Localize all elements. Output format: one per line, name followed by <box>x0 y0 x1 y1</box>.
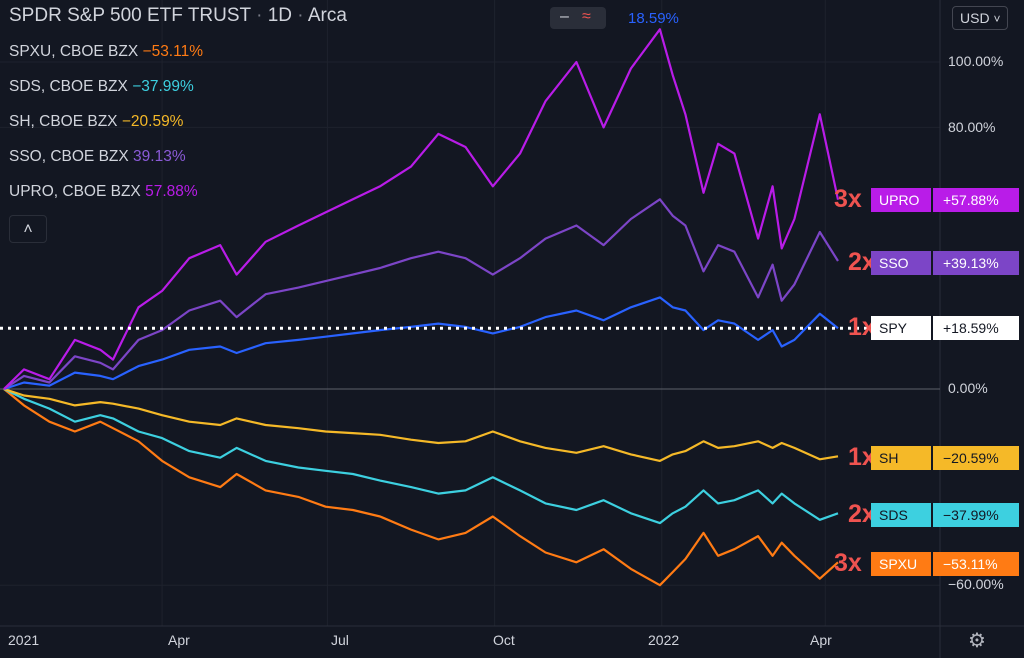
legend-value: −20.59% <box>121 113 184 130</box>
series-line-sds <box>3 388 839 525</box>
legend-item-sds[interactable]: SDS, CBOE BZX −37.99% <box>9 78 194 96</box>
legend-name: SSO, CBOE BZX <box>9 148 129 165</box>
legend-value: −53.11% <box>142 43 203 60</box>
multiplier-label: 3x <box>834 185 862 213</box>
exchange-label: Arca <box>307 5 347 26</box>
legend-name: SPXU, CBOE BZX <box>9 43 139 60</box>
chart-header: SPDR S&P 500 ETF TRUST · 1D · Arca <box>9 5 347 27</box>
series-line-spy <box>3 296 839 391</box>
legend-item-spxu[interactable]: SPXU, CBOE BZX −53.11% <box>9 43 203 61</box>
x-tick-label: Apr <box>810 632 832 648</box>
legend-value: 57.88% <box>145 183 198 200</box>
currency-label: USD <box>960 10 990 26</box>
badge-name: SPY <box>871 316 931 340</box>
x-tick-label: Jul <box>331 632 349 648</box>
y-tick-label: 80.00% <box>948 119 996 135</box>
legend-item-upro[interactable]: UPRO, CBOE BZX 57.88% <box>9 183 198 201</box>
series-line-sh <box>3 387 839 462</box>
x-tick-label: 2021 <box>8 632 40 648</box>
series-line-sso <box>3 198 839 390</box>
header-separator: · <box>256 5 263 26</box>
badge-name: SDS <box>871 503 931 527</box>
chevron-down-icon: ˅ <box>993 12 1001 26</box>
series-line-upro <box>3 28 840 390</box>
y-tick-label: 0.00% <box>948 380 988 396</box>
badge-name: UPRO <box>871 188 931 212</box>
x-tick-label: 2022 <box>648 632 680 648</box>
currency-select[interactable]: USD ˅ <box>952 6 1008 30</box>
series-line-spxu <box>3 388 839 587</box>
multiplier-label: 3x <box>834 549 862 577</box>
badge-value: +57.88% <box>933 188 1019 212</box>
chevron-up-icon: ˄ <box>23 221 33 238</box>
legend-value: 39.13% <box>133 148 186 165</box>
legend-name: SDS, CBOE BZX <box>9 78 128 95</box>
header-separator: · <box>297 5 304 26</box>
gear-icon[interactable]: ⚙ <box>968 630 986 652</box>
legend-item-sso[interactable]: SSO, CBOE BZX 39.13% <box>9 148 186 166</box>
legend-value: −37.99% <box>132 78 194 95</box>
y-tick-label: −60.00% <box>948 576 1004 592</box>
symbol-title[interactable]: SPDR S&P 500 ETF TRUST <box>9 5 251 26</box>
minus-icon[interactable]: – <box>560 8 569 25</box>
interval-label[interactable]: 1D <box>267 5 292 26</box>
top-value-label: 18.59% <box>628 10 679 27</box>
x-tick-label: Oct <box>493 632 515 648</box>
legend-name: UPRO, CBOE BZX <box>9 183 141 200</box>
badge-name: SH <box>871 446 931 470</box>
badge-value: −53.11% <box>933 552 1019 576</box>
badge-value: +39.13% <box>933 251 1019 275</box>
legend-item-sh[interactable]: SH, CBOE BZX −20.59% <box>9 113 183 131</box>
y-tick-label: 100.00% <box>948 53 1004 69</box>
series-toggle-group: – ≈ <box>550 7 606 29</box>
badge-name: SPXU <box>871 552 931 576</box>
badge-name: SSO <box>871 251 931 275</box>
x-tick-label: Apr <box>168 632 190 648</box>
badge-value: −37.99% <box>933 503 1019 527</box>
badge-value: −20.59% <box>933 446 1019 470</box>
legend-name: SH, CBOE BZX <box>9 113 118 130</box>
badge-value: +18.59% <box>933 316 1019 340</box>
wave-icon[interactable]: ≈ <box>582 8 591 25</box>
collapse-legend-button[interactable]: ˄ <box>9 215 47 243</box>
